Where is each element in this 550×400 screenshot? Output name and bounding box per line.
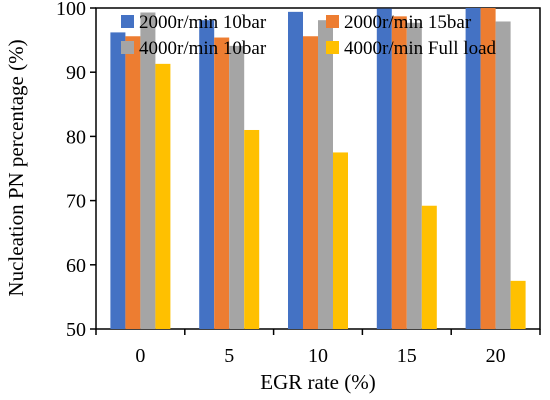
x-tick-label: 5 bbox=[224, 345, 234, 367]
bar-2000r-min-10bar-egr-15 bbox=[376, 8, 392, 330]
legend-label: 2000r/min 15bar bbox=[344, 12, 472, 33]
x-axis-title: EGR rate (%) bbox=[260, 370, 375, 394]
y-tick-label: 70 bbox=[66, 191, 86, 213]
bar-2000r-min-15bar-egr-10 bbox=[303, 36, 318, 330]
bar-4000r-min-full-load-egr-10 bbox=[333, 152, 348, 329]
x-tick-label: 15 bbox=[397, 345, 417, 367]
bar-2000r-min-10bar-egr-5 bbox=[199, 20, 215, 330]
bar-4000r-min-10bar-egr-5 bbox=[229, 45, 245, 330]
bar-4000r-min-full-load-egr-20 bbox=[510, 280, 526, 329]
y-tick-label: 50 bbox=[66, 319, 86, 341]
bar-2000r-min-15bar-egr-5 bbox=[214, 37, 230, 329]
y-tick-label: 80 bbox=[66, 126, 86, 148]
bar-4000r-min-full-load-egr-5 bbox=[244, 129, 260, 329]
y-axis-title: Nucleation PN percentage (%) bbox=[4, 39, 28, 296]
bar-2000r-min-10bar-egr-20 bbox=[465, 8, 481, 329]
x-tick-label: 20 bbox=[486, 345, 506, 367]
legend-label: 4000r/min Full load bbox=[344, 38, 497, 59]
bar-2000r-min-15bar-egr-15 bbox=[391, 16, 407, 329]
x-axis-ticks: 0 5 10 15 20 bbox=[95, 329, 541, 367]
x-tick-label: 0 bbox=[135, 345, 145, 367]
bar-4000r-min-10bar-egr-0 bbox=[140, 12, 156, 330]
bar-4000r-min-full-load-egr-15 bbox=[421, 205, 437, 329]
y-tick-label: 60 bbox=[66, 255, 86, 277]
bar-4000r-min-full-load-egr-0 bbox=[155, 63, 171, 329]
legend-swatch bbox=[326, 15, 339, 28]
y-tick-label: 90 bbox=[66, 62, 86, 84]
legend-label: 2000r/min 10bar bbox=[139, 12, 267, 33]
legend: 2000r/min 10bar 2000r/min 15bar 4000r/min … bbox=[121, 12, 497, 59]
bar-4000r-min-10bar-egr-15 bbox=[406, 22, 422, 330]
legend-label: 4000r/min 10bar bbox=[139, 38, 267, 59]
x-tick-label: 10 bbox=[308, 345, 328, 367]
bar-2000r-min-15bar-egr-20 bbox=[480, 8, 496, 329]
bar-2000r-min-10bar-egr-0 bbox=[110, 32, 126, 330]
legend-swatch bbox=[121, 15, 134, 28]
bar-4000r-min-10bar-egr-10 bbox=[318, 20, 333, 330]
bar-4000r-min-10bar-egr-20 bbox=[495, 21, 511, 330]
bar-2000r-min-15bar-egr-0 bbox=[125, 36, 141, 330]
legend-swatch bbox=[121, 41, 134, 54]
y-axis-ticks: 50 60 70 80 90 100 bbox=[56, 0, 96, 341]
legend-swatch bbox=[326, 41, 339, 54]
bar-2000r-min-10bar-egr-10 bbox=[288, 11, 303, 330]
y-tick-label: 100 bbox=[56, 0, 86, 20]
bars-layer bbox=[110, 8, 526, 330]
